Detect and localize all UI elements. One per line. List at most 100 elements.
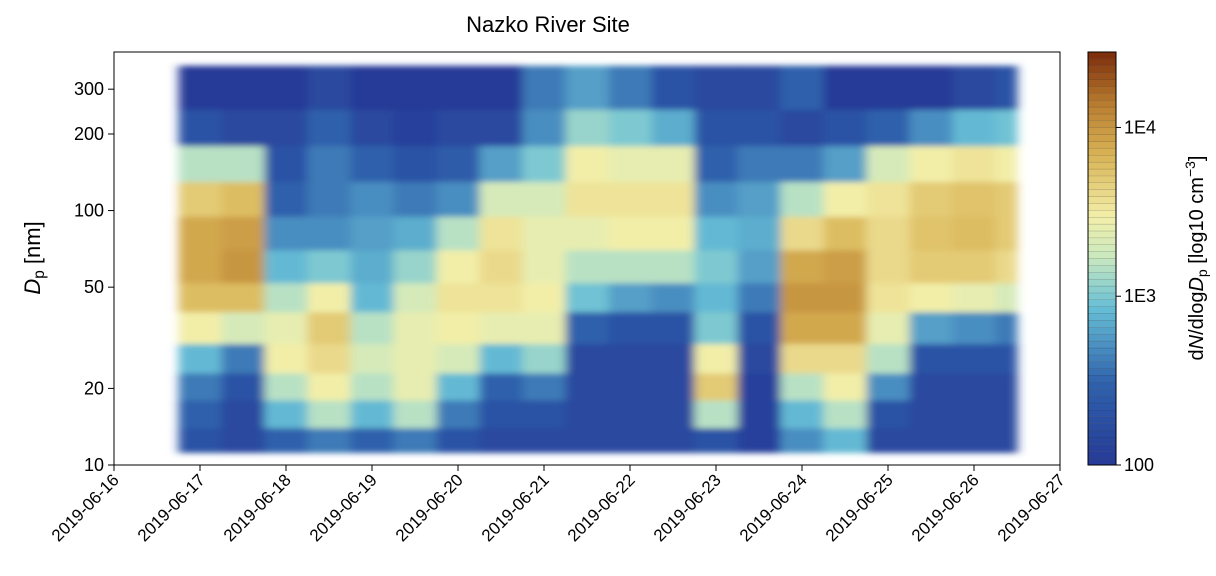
heat-cell	[608, 400, 652, 429]
heat-cell	[307, 65, 351, 110]
colorbar-band	[1087, 175, 1117, 183]
label-part: −3	[1182, 161, 1198, 177]
colorbar-band	[1087, 354, 1117, 362]
heat-cell	[479, 181, 523, 217]
heat-cell	[221, 109, 265, 147]
heat-cell	[651, 109, 695, 147]
heat-cell	[608, 65, 652, 110]
heat-cell	[264, 109, 308, 147]
colorbar-band	[1087, 230, 1117, 239]
heat-cell	[350, 372, 394, 401]
heat-cell	[307, 145, 351, 183]
heat-cell	[909, 181, 953, 217]
colorbar-band	[1087, 99, 1117, 108]
heat-cell	[436, 311, 480, 345]
colorbar-band	[1087, 340, 1117, 349]
heat-cell	[608, 249, 652, 284]
heat-cell	[264, 145, 308, 183]
heat-cell	[350, 249, 394, 284]
colorbar-band	[1087, 216, 1117, 225]
heat-cell	[823, 65, 867, 110]
heat-cell	[565, 109, 609, 147]
heat-cell	[694, 400, 738, 429]
heat-cell	[909, 282, 953, 313]
heat-cell	[995, 427, 1018, 453]
heat-cell	[952, 65, 996, 110]
label-part: p	[1194, 269, 1210, 277]
colorbar-band	[1087, 272, 1117, 280]
heat-cell	[479, 216, 523, 251]
heat-cell	[221, 311, 265, 345]
heat-cell	[823, 109, 867, 147]
x-tick-label: 2019-06-25	[822, 470, 897, 545]
heat-cell	[909, 400, 953, 429]
heat-cell	[393, 216, 437, 251]
heat-cell	[823, 145, 867, 183]
heat-cell	[694, 343, 738, 374]
colorbar-band	[1087, 223, 1117, 232]
colorbar-label: dN/dlogDp [log10 cm−3]	[1182, 156, 1210, 361]
heat-cell	[737, 109, 781, 147]
heat-cell	[393, 145, 437, 183]
heat-cell	[307, 181, 351, 217]
heat-cell	[780, 109, 824, 147]
heat-cell	[393, 109, 437, 147]
heat-cell	[866, 400, 910, 429]
heat-cell	[565, 282, 609, 313]
heat-cell	[737, 249, 781, 284]
heat-cell	[565, 427, 609, 453]
heat-cell	[866, 65, 910, 110]
heat-cell	[307, 343, 351, 374]
heat-cell	[866, 427, 910, 453]
heat-cell	[823, 427, 867, 453]
heat-cell	[866, 249, 910, 284]
heat-cell	[264, 372, 308, 401]
colorbar-band	[1087, 389, 1117, 397]
heat-cell	[479, 311, 523, 345]
heat-cell	[823, 249, 867, 284]
heat-cell	[952, 249, 996, 284]
colorbar-band	[1087, 457, 1117, 466]
y-tick-label: 100	[74, 201, 104, 221]
colorbar-band	[1087, 51, 1117, 60]
colorbar-band	[1087, 189, 1117, 197]
heat-cell	[737, 427, 781, 453]
colorbar-band	[1087, 203, 1117, 211]
heat-cell	[264, 343, 308, 374]
heat-cell	[694, 65, 738, 110]
colorbar-band	[1087, 278, 1117, 287]
colorbar-band	[1087, 210, 1117, 218]
heat-cell	[565, 216, 609, 251]
heat-cell	[823, 400, 867, 429]
heat-cell	[780, 427, 824, 453]
heat-cell	[952, 216, 996, 251]
heat-cell	[694, 372, 738, 401]
heat-cell	[651, 65, 695, 110]
heat-cell	[307, 427, 351, 453]
heat-cell	[909, 311, 953, 345]
heat-cell	[909, 145, 953, 183]
heat-cell	[823, 181, 867, 217]
colorbar-band	[1087, 402, 1117, 411]
y-tick-label: 10	[84, 455, 104, 475]
colorbar-band	[1087, 196, 1117, 204]
label-part: d	[1186, 349, 1208, 360]
label-part: N	[1186, 334, 1208, 349]
heat-cell	[264, 427, 308, 453]
x-tick-label: 2019-06-20	[392, 470, 467, 545]
heat-cell	[651, 282, 695, 313]
x-tick-label: 2019-06-19	[306, 470, 381, 545]
colorbar-band	[1087, 182, 1117, 190]
heat-cell	[565, 249, 609, 284]
x-tick-label: 2019-06-21	[478, 470, 553, 545]
heat-cell	[651, 181, 695, 217]
heat-cell	[221, 427, 265, 453]
heat-cell	[952, 400, 996, 429]
heat-cell	[565, 343, 609, 374]
heat-cell	[264, 65, 308, 110]
heat-cell	[178, 109, 222, 147]
heat-cell	[608, 372, 652, 401]
heat-cell	[221, 145, 265, 183]
colorbar-band	[1087, 86, 1117, 94]
colorbar-band	[1087, 106, 1117, 115]
